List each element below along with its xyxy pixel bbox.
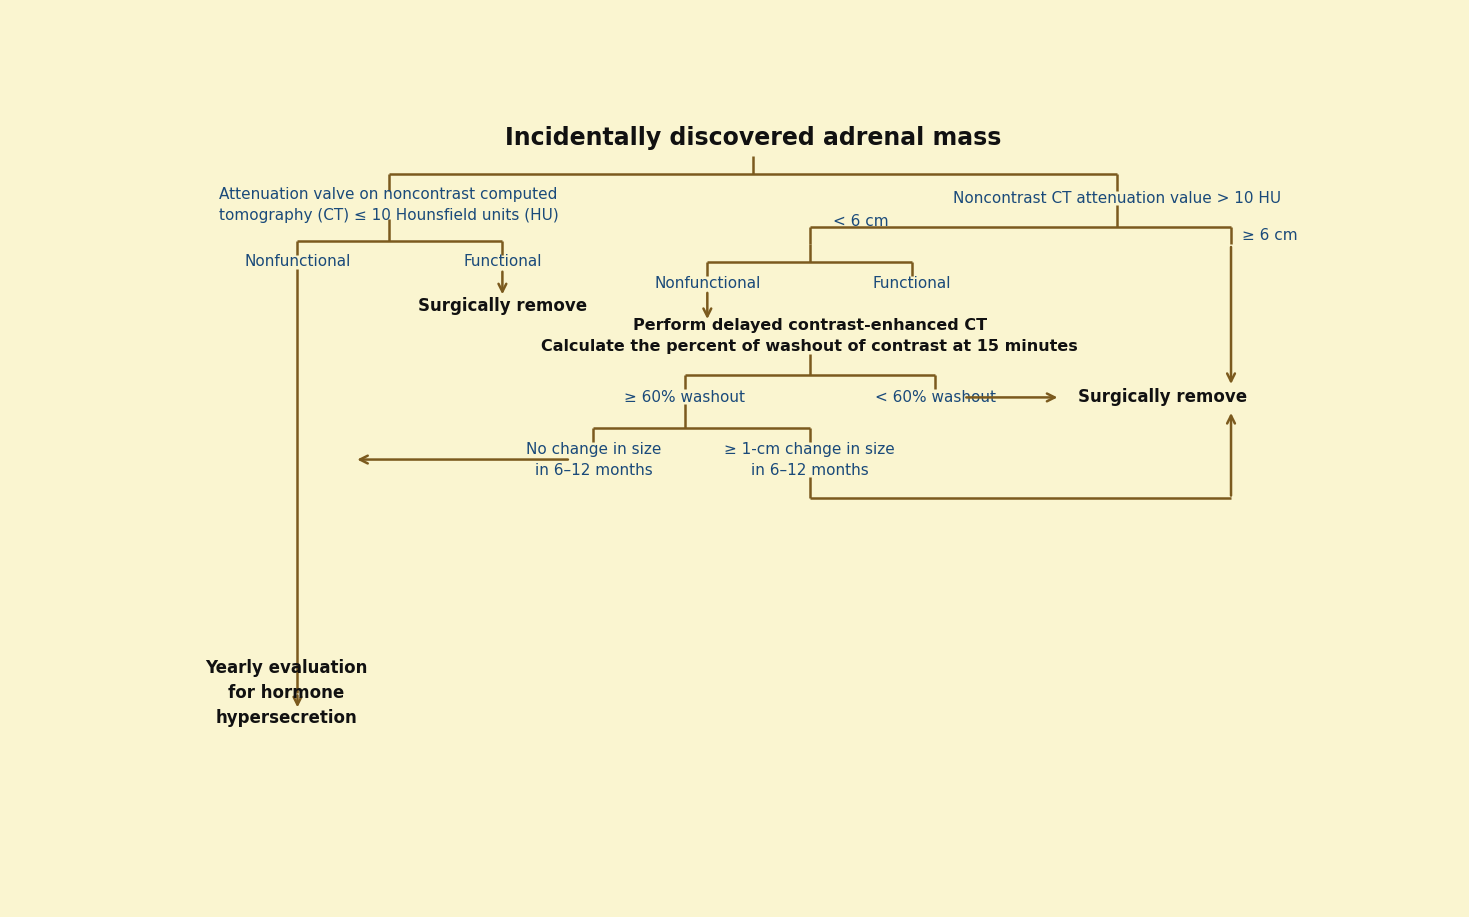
Text: Functional: Functional [463, 254, 542, 270]
Text: Noncontrast CT attenuation value > 10 HU: Noncontrast CT attenuation value > 10 HU [953, 191, 1281, 205]
Text: < 60% washout: < 60% washout [874, 390, 996, 405]
Text: No change in size
in 6–12 months: No change in size in 6–12 months [526, 442, 661, 478]
Text: Functional: Functional [873, 275, 952, 291]
Text: Nonfunctional: Nonfunctional [244, 254, 351, 270]
Text: Attenuation valve on noncontrast computed
tomography (CT) ≤ 10 Hounsfield units : Attenuation valve on noncontrast compute… [219, 187, 558, 224]
Text: Surgically remove: Surgically remove [1078, 389, 1247, 406]
Text: Nonfunctional: Nonfunctional [654, 275, 761, 291]
Text: < 6 cm: < 6 cm [833, 214, 889, 229]
Text: Incidentally discovered adrenal mass: Incidentally discovered adrenal mass [505, 127, 1000, 150]
Text: ≥ 1-cm change in size
in 6–12 months: ≥ 1-cm change in size in 6–12 months [724, 442, 895, 478]
Text: ≥ 6 cm: ≥ 6 cm [1243, 228, 1299, 243]
Text: Yearly evaluation
for hormone
hypersecretion: Yearly evaluation for hormone hypersecre… [204, 658, 367, 726]
Text: Perform delayed contrast-enhanced CT
Calculate the percent of washout of contras: Perform delayed contrast-enhanced CT Cal… [542, 318, 1078, 354]
Text: ≥ 60% washout: ≥ 60% washout [624, 390, 745, 405]
Text: Surgically remove: Surgically remove [417, 296, 588, 315]
